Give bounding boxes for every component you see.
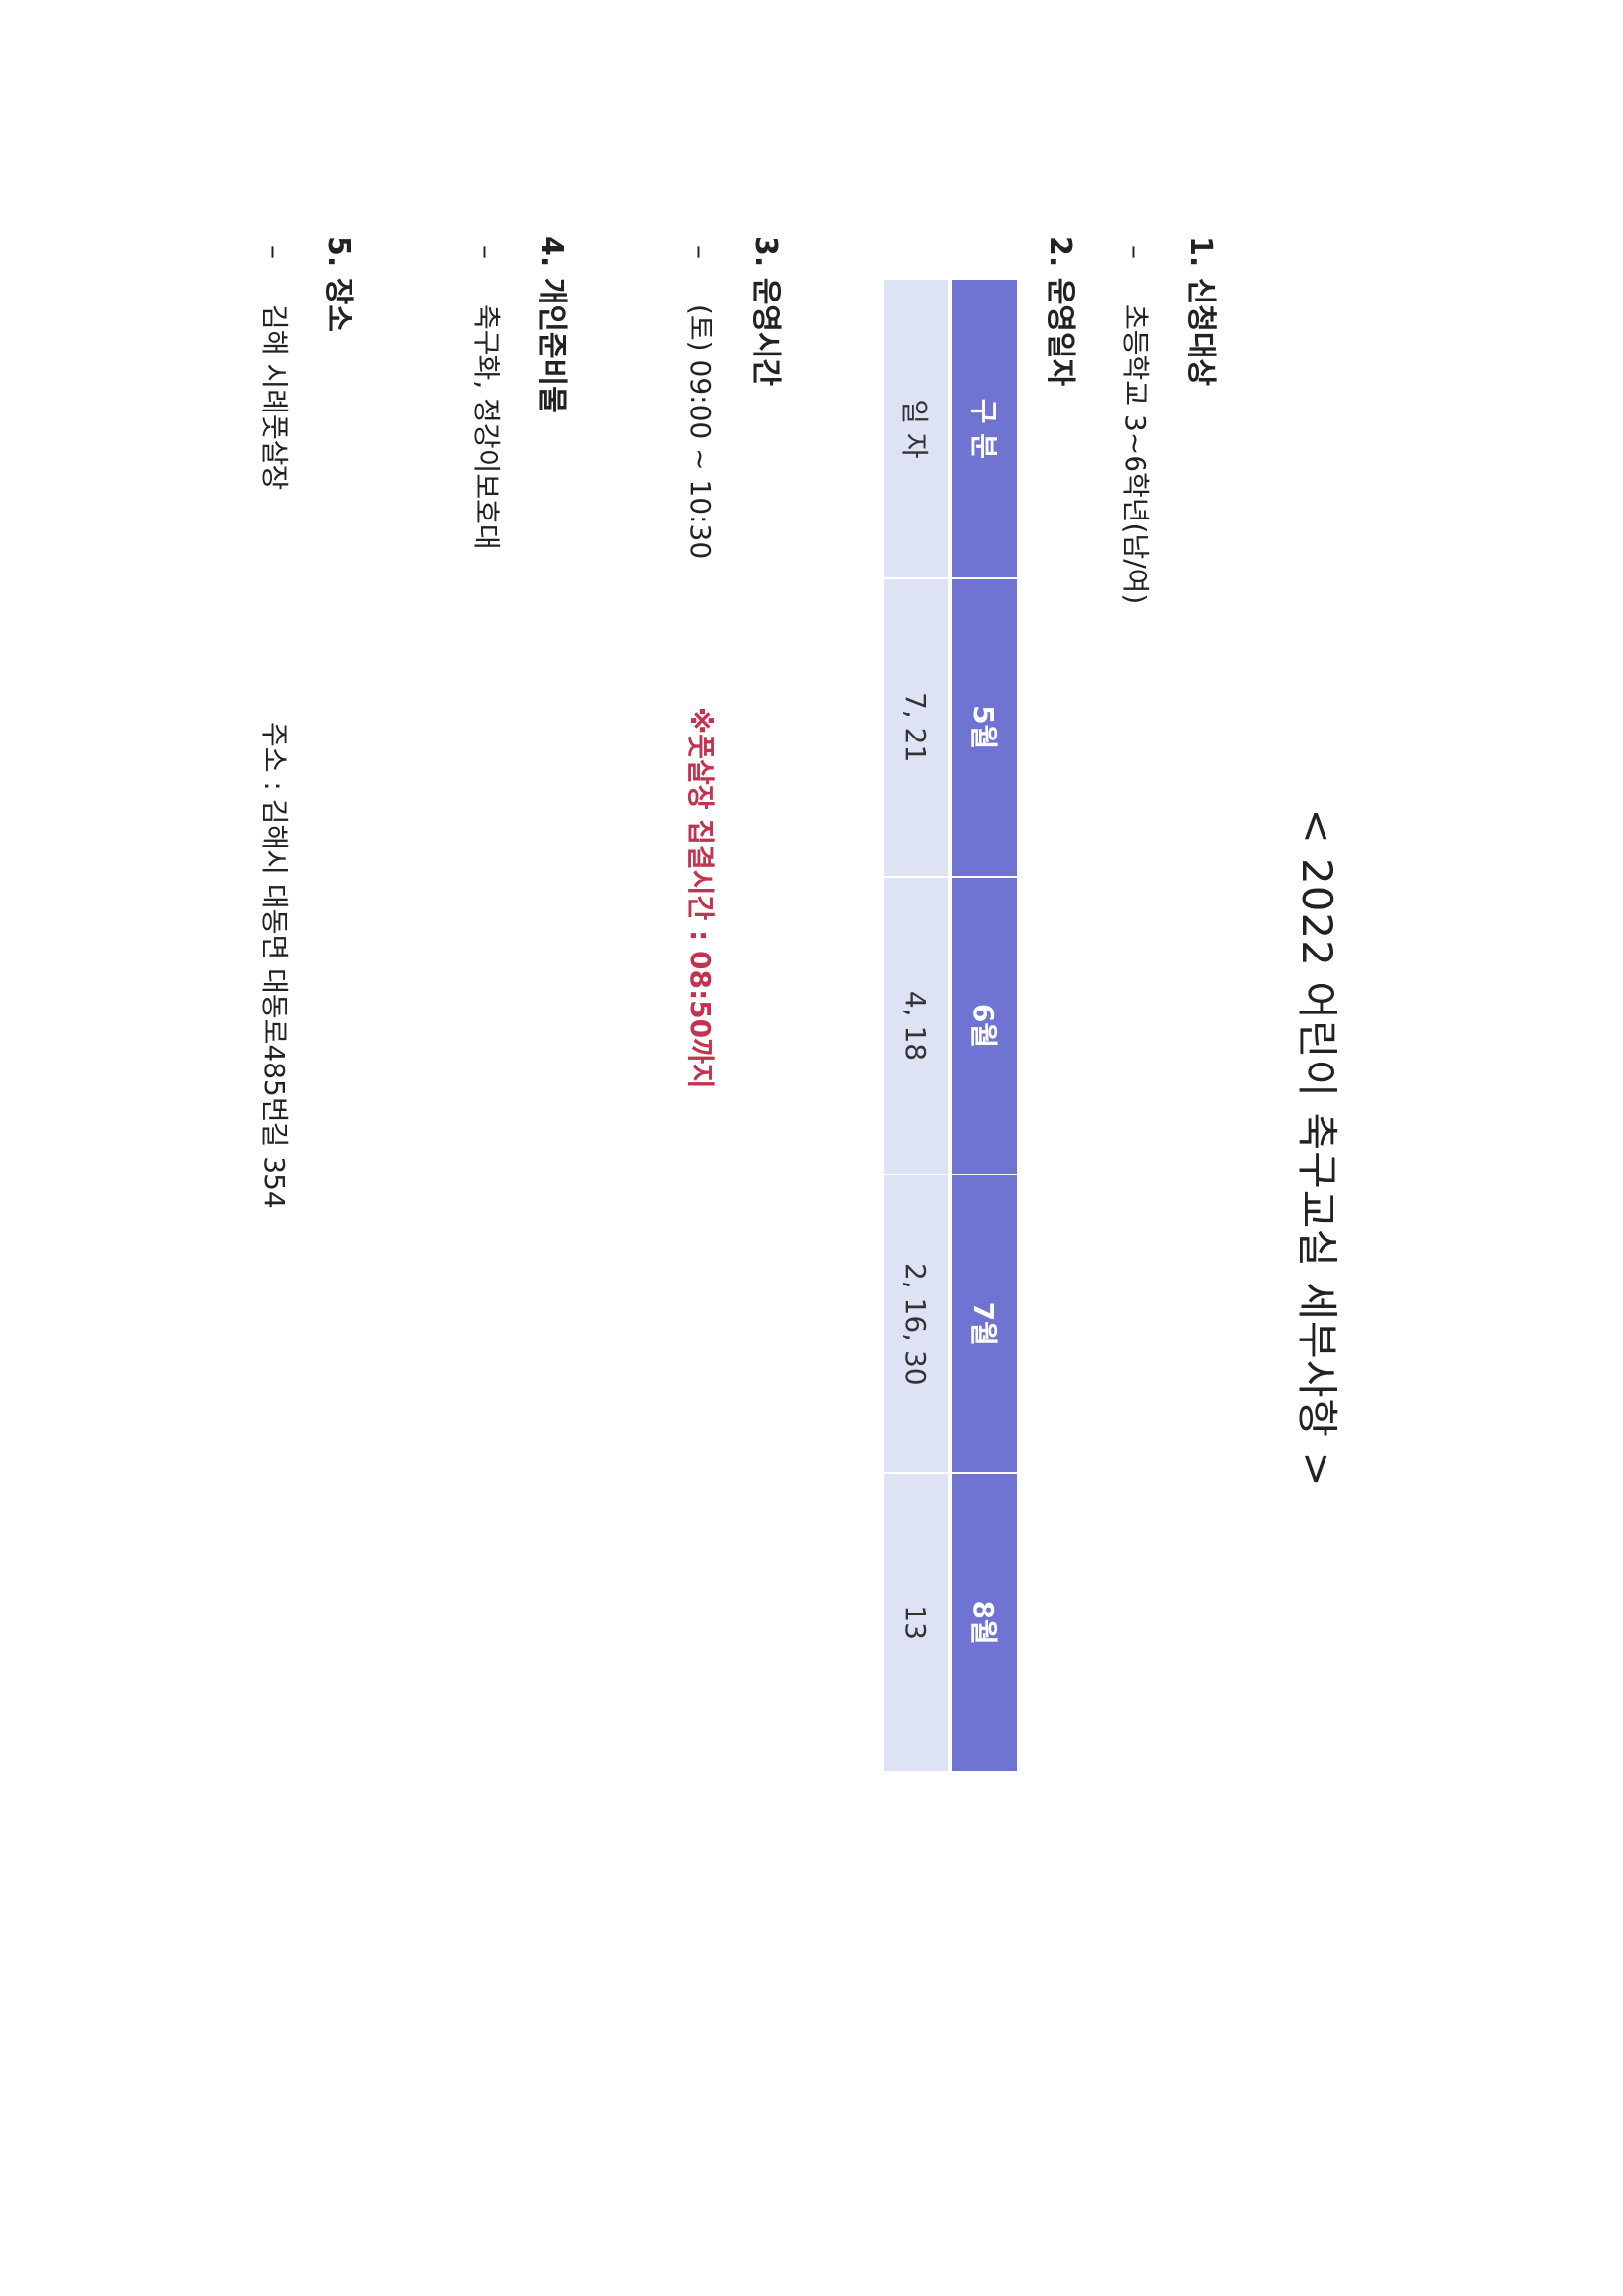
gathering-time-notice: ※풋살장 집결시간 : 08:50까지 (684, 707, 717, 1089)
row-cell-august: 13 (884, 1473, 950, 1772)
section-number: 1. (1183, 236, 1217, 268)
hours-item: – (토) 09:00 ~ 10:30 (682, 246, 722, 559)
dash-bullet: – (684, 246, 717, 259)
row-cell-label: 일 자 (884, 280, 950, 578)
header-cell-august: 8월 (950, 1473, 1017, 1772)
section-title: 장소 (321, 277, 355, 332)
section-number: 3. (748, 236, 783, 268)
page-title: < 2022 어린이 축구교실 세부사항 > (1293, 808, 1341, 1488)
eligibility-item: – 초등학교 3~6학년(남/여) (1117, 246, 1157, 604)
location-text: 김해 시례풋살장 (258, 304, 291, 491)
row-cell-may: 7, 21 (884, 577, 950, 877)
supplies-text: 축구화, 정강이보호대 (470, 304, 503, 550)
supplies-item: – 축구화, 정강이보호대 (468, 246, 508, 550)
section-number: 4. (534, 236, 568, 268)
header-cell-may: 5월 (950, 577, 1017, 877)
section-number: 2. (1043, 236, 1077, 268)
location-item: – 김해 시례풋살장 (256, 246, 296, 490)
dash-bullet: – (1119, 246, 1152, 259)
eligibility-text: 초등학교 3~6학년(남/여) (1119, 304, 1152, 605)
row-cell-july: 2, 16, 30 (884, 1175, 950, 1474)
section-heading-supplies: 4. 개인준비물 (533, 236, 576, 413)
section-heading-dates: 2. 운영일자 (1042, 236, 1085, 386)
schedule-dates-row: 일 자 7, 21 4, 18 2, 16, 30 13 (884, 280, 950, 1772)
location-address: 주소 : 김해시 대동면 대동로485번길 354 (258, 722, 291, 1209)
section-title: 운영시간 (748, 277, 783, 387)
section-title: 운영일자 (1043, 277, 1077, 387)
dash-bullet: – (470, 246, 503, 259)
header-cell-july: 7월 (950, 1175, 1017, 1474)
schedule-header-row: 구 분 5월 6월 7월 8월 (950, 280, 1017, 1772)
section-heading-location: 5. 장소 (320, 236, 363, 332)
header-cell-category: 구 분 (950, 280, 1017, 578)
hours-text: (토) 09:00 ~ 10:30 (684, 304, 717, 560)
schedule-table: 구 분 5월 6월 7월 8월 일 자 7, 21 4, 18 2, 16, 3… (884, 280, 1017, 1773)
header-cell-june: 6월 (950, 876, 1017, 1175)
section-heading-hours: 3. 운영시간 (747, 236, 790, 386)
section-number: 5. (321, 236, 355, 268)
dash-bullet: – (258, 246, 291, 259)
row-cell-june: 4, 18 (884, 876, 950, 1175)
section-title: 개인준비물 (534, 277, 568, 413)
section-title: 신청대상 (1183, 277, 1217, 387)
section-heading-eligibility: 1. 신청대상 (1182, 236, 1225, 386)
